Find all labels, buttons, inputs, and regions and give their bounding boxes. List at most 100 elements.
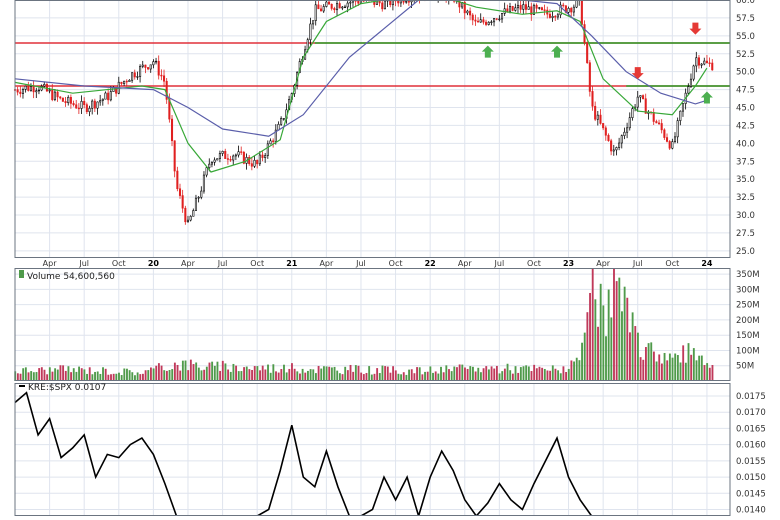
candle-body [336,3,337,9]
volume-bar [46,374,48,381]
volume-bar [350,365,352,381]
candle-body [552,16,553,17]
volume-bar [512,374,514,381]
candle-body [602,123,603,127]
volume-bar [453,367,455,381]
volume-bar [666,360,668,381]
volume-bar [488,369,490,381]
volume-tick-label: 300M [736,285,760,295]
volume-bar [44,370,46,381]
volume-bar [475,371,477,381]
volume-bar [501,371,503,381]
candle-body [477,21,478,22]
volume-bar [139,374,141,381]
volume-bar [480,372,482,381]
candle-body [690,79,691,86]
volume-bar [429,366,431,381]
x-tick-label: Jul [632,259,643,268]
candle-body [382,3,383,9]
volume-bar [376,368,378,381]
volume-bar [477,368,479,381]
candle-body [640,96,641,98]
x-tick-label: Oct [527,259,541,268]
candle-body [147,67,148,69]
candle-body [653,112,654,121]
candle-body [323,6,324,11]
candle-body [75,105,76,108]
volume-bar [352,372,354,381]
volume-bar [712,365,714,381]
volume-bar [219,371,221,381]
candle-body [145,65,146,67]
candle-body [496,19,497,20]
volume-bar [432,373,434,381]
volume-bar [379,373,381,381]
candle-body [78,108,79,109]
volume-bar [704,365,706,381]
volume-bar [169,370,171,381]
volume-bar [661,364,663,381]
price-tick-label: 52.5 [736,50,755,60]
volume-bar [592,268,594,381]
volume-bar [456,367,458,381]
candle-body [581,0,582,25]
candle-body [331,4,332,8]
price-tick-label: 25.0 [736,247,755,257]
candle-body [589,63,590,92]
candle-body [618,143,619,147]
volume-bar [437,374,439,381]
candle-body [307,40,308,50]
candle-body [99,101,100,102]
volume-bar [528,366,530,381]
candle-body [94,101,95,108]
candle-body [22,89,23,93]
volume-bar [576,358,578,381]
candle-body [198,197,199,198]
volume-bar [187,370,189,381]
volume-bar [163,370,165,381]
volume-bar [682,345,684,381]
candle-body [549,14,550,17]
volume-bar [147,370,149,381]
volume-bar [150,367,152,381]
x-tick-label: Apr [43,259,58,268]
volume-bar [469,366,471,381]
candle-body [334,8,335,9]
candle-body [613,150,614,151]
candle-body [65,101,66,102]
volume-bar [206,367,208,381]
volume-bar [201,370,203,381]
volume-bar [185,361,187,381]
volume-bar [22,368,24,381]
volume-bar [586,312,588,381]
volume-bar [560,373,562,381]
x-tick-label: Jul [78,259,89,268]
volume-bar [67,366,69,381]
volume-bar [685,363,687,381]
volume-bar [421,374,423,381]
candle-body [36,91,37,92]
volume-bar [562,366,564,381]
candle-body [637,97,638,107]
volume-bar [461,365,463,381]
volume-bar [658,354,660,381]
candle-body [121,82,122,83]
candle-body [46,84,47,91]
volume-bar [235,366,237,381]
volume-bar [179,371,181,381]
volume-bar [594,299,596,381]
volume-bar [541,368,543,381]
candle-body [97,102,98,108]
volume-bar [448,369,450,381]
candle-body [573,7,574,12]
volume-bar [366,373,368,381]
volume-bar [248,369,250,381]
candle-body [52,90,53,100]
volume-bar [709,368,711,381]
volume-bar [296,371,298,381]
volume-bar [225,363,227,381]
price-tick-label: 60.0 [736,0,755,6]
volume-bar [232,364,234,381]
volume-bar [339,373,341,381]
volume-bar [693,348,695,381]
